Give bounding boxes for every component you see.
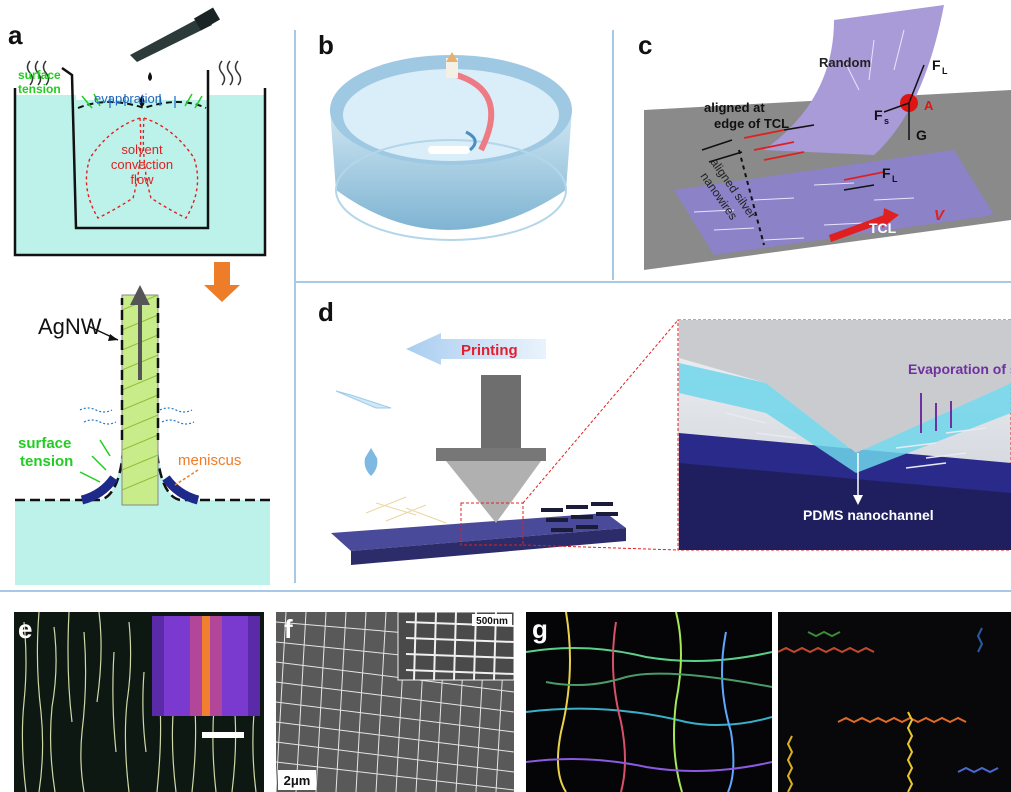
force-fl-bottom-label: F xyxy=(882,165,891,181)
meniscus-label: meniscus xyxy=(178,452,241,469)
panel-c: c Random aligned at edge of TCL align xyxy=(614,0,1011,281)
petri-dish-illustration xyxy=(330,52,572,241)
tcl-label: TCL xyxy=(869,220,897,236)
evaporation-solvent-label: Evaporation of solvent xyxy=(908,361,1011,377)
surface-tension-bottom-1: surface xyxy=(18,435,71,452)
aligned-edge-label-2: edge of TCL xyxy=(714,116,789,131)
aligned-edge-label-1: aligned at xyxy=(704,100,765,115)
vapor-left-icon xyxy=(26,60,50,86)
panel-g-right-micrograph xyxy=(778,627,999,792)
divider-horizontal-bottom xyxy=(0,590,1011,592)
force-fl-bottom-sub: L xyxy=(892,174,898,184)
scale-label: 2μm xyxy=(284,773,311,788)
inset-scale-label: 500nm xyxy=(476,616,508,627)
convection-label-1: solvent xyxy=(121,142,163,157)
surface-tension-bottom-2: tension xyxy=(20,453,73,470)
agnw-label: AgNW xyxy=(38,314,102,339)
panel-b: b xyxy=(296,0,612,281)
evaporation-label: evaporation xyxy=(94,91,162,106)
convection-label-2: convection xyxy=(111,157,173,172)
panel-f-micrograph: 500nm 2μm xyxy=(276,612,514,792)
panel-g: g xyxy=(526,612,1011,792)
velocity-label: V xyxy=(934,207,946,224)
force-fl-top-label: F xyxy=(932,57,941,73)
panel-c-diagram: Random aligned at edge of TCL aligned si… xyxy=(644,5,1011,270)
force-fs-sub: s xyxy=(884,116,889,126)
vapor-right-icon xyxy=(218,60,242,86)
surface-tension-top-1: surface xyxy=(18,68,61,82)
point-a-label: A xyxy=(924,98,934,113)
divider-horizontal-bc xyxy=(296,281,1011,283)
panel-e-label: e xyxy=(18,614,33,644)
pipette-tip-icon xyxy=(335,390,392,409)
panel-g-right-image xyxy=(778,612,1011,792)
divider-vertical-bc xyxy=(612,30,614,280)
printing-label: Printing xyxy=(461,342,518,359)
panel-d-label: d xyxy=(318,297,334,327)
force-fl-top-sub: L xyxy=(942,66,948,76)
panel-d-diagram: Printing xyxy=(331,319,1011,565)
printing-arrow-icon xyxy=(406,333,546,365)
down-arrow-icon xyxy=(204,262,240,302)
panel-g-left-micrograph xyxy=(526,612,772,792)
surface-tension-top-2: tension xyxy=(18,82,61,96)
force-g-label: G xyxy=(916,127,927,143)
panel-a-diagram: surface tension evaporation solvent conv… xyxy=(13,7,270,585)
panel-c-label: c xyxy=(638,30,653,60)
divider-vertical-a xyxy=(294,30,296,583)
panel-f: 500nm 2μm f xyxy=(276,612,514,792)
panel-a-label: a xyxy=(8,20,23,50)
panel-g-label: g xyxy=(532,614,548,644)
panel-d: d Printing xyxy=(296,283,1011,590)
pipette-icon xyxy=(130,7,221,107)
panel-e: e xyxy=(14,612,264,792)
convection-label-3: flow xyxy=(130,172,154,187)
random-label: Random xyxy=(819,55,871,70)
panel-f-label: f xyxy=(284,614,293,644)
scale-bar xyxy=(202,732,244,738)
panel-e-micrograph xyxy=(21,612,260,792)
force-fs-label: F xyxy=(874,107,883,123)
panel-g-left-image: g xyxy=(526,612,772,792)
panel-a: a xyxy=(0,0,294,590)
panel-b-label: b xyxy=(318,30,334,60)
pdms-nanochannel-label: PDMS nanochannel xyxy=(803,507,934,523)
